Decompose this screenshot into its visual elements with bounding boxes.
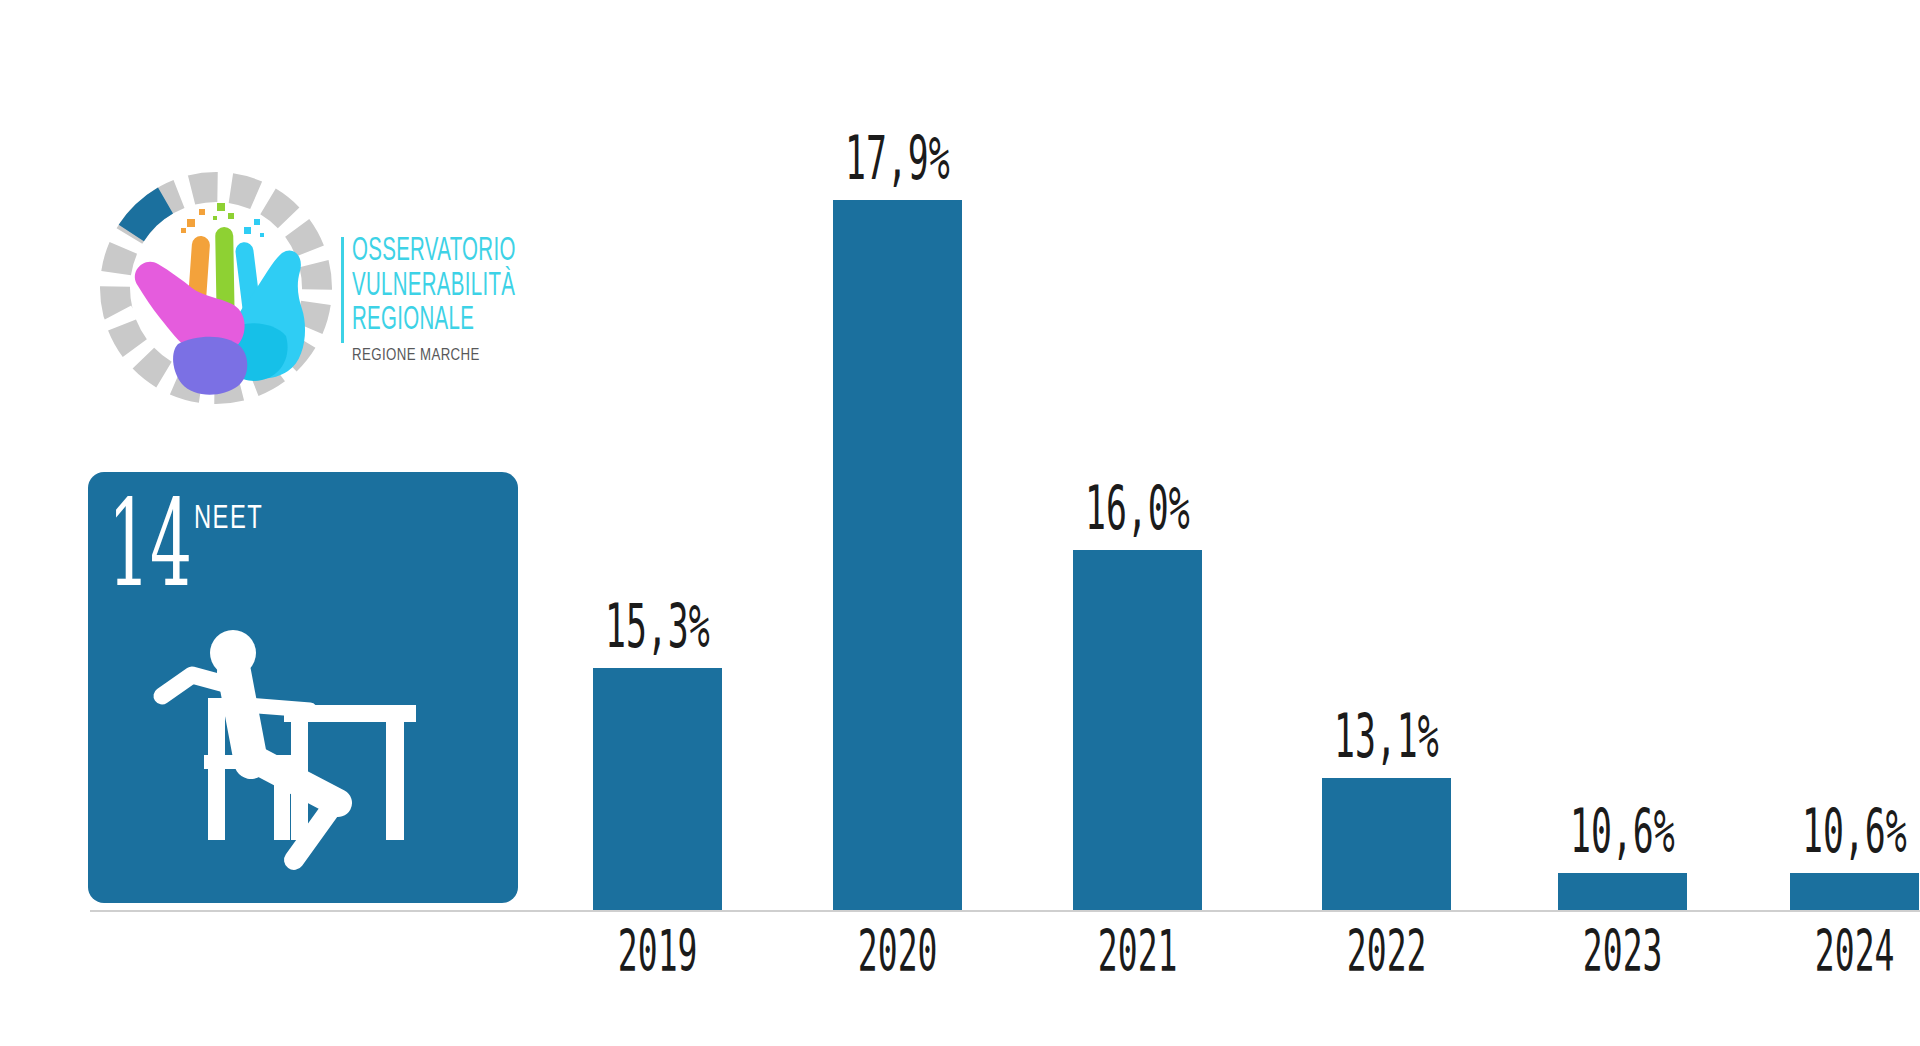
bar-chart: 15,3%201917,9%202016,0%202113,1%202210,6… <box>0 0 1920 1046</box>
bar-2022 <box>1322 778 1451 910</box>
x-axis-tick-label: 2024 <box>1680 923 1920 980</box>
bar-value-label: 17,9% <box>723 128 1072 188</box>
bar-value-label: 15,3% <box>483 596 832 656</box>
bar-2021 <box>1073 550 1202 910</box>
bar-value-label: 10,6% <box>1680 801 1920 861</box>
bar-value-label: 13,1% <box>1212 706 1561 766</box>
bar-2023 <box>1558 873 1687 910</box>
bar-2020 <box>833 200 962 910</box>
bar-value-label: 16,0% <box>963 478 1312 538</box>
bar-2019 <box>593 668 722 910</box>
infographic-canvas: OSSERVATORIO VULNERABILITÀ REGIONALE REG… <box>0 0 1920 1046</box>
bar-2024 <box>1790 873 1919 910</box>
